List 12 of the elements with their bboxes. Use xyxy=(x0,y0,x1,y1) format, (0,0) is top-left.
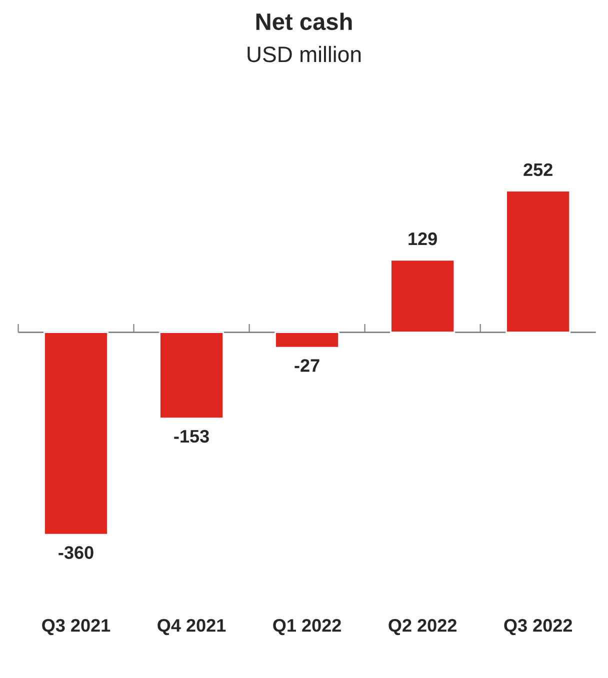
data-label: 129 xyxy=(408,232,437,246)
chart-subtitle: USD million xyxy=(248,46,361,62)
x-tick-label: Q3 2021 xyxy=(42,619,110,636)
x-tick-label: Q3 2022 xyxy=(504,619,572,636)
data-label: -360 xyxy=(58,546,94,559)
x-tick-label: Q4 2021 xyxy=(158,619,226,636)
x-tick-label: Q1 2022 xyxy=(273,619,341,636)
data-label: 252 xyxy=(524,163,552,176)
x-tick-label: Q2 2022 xyxy=(388,619,456,636)
chart-title: Net cash xyxy=(256,12,352,30)
data-label: -27 xyxy=(294,359,320,372)
data-label: -153 xyxy=(174,430,209,443)
